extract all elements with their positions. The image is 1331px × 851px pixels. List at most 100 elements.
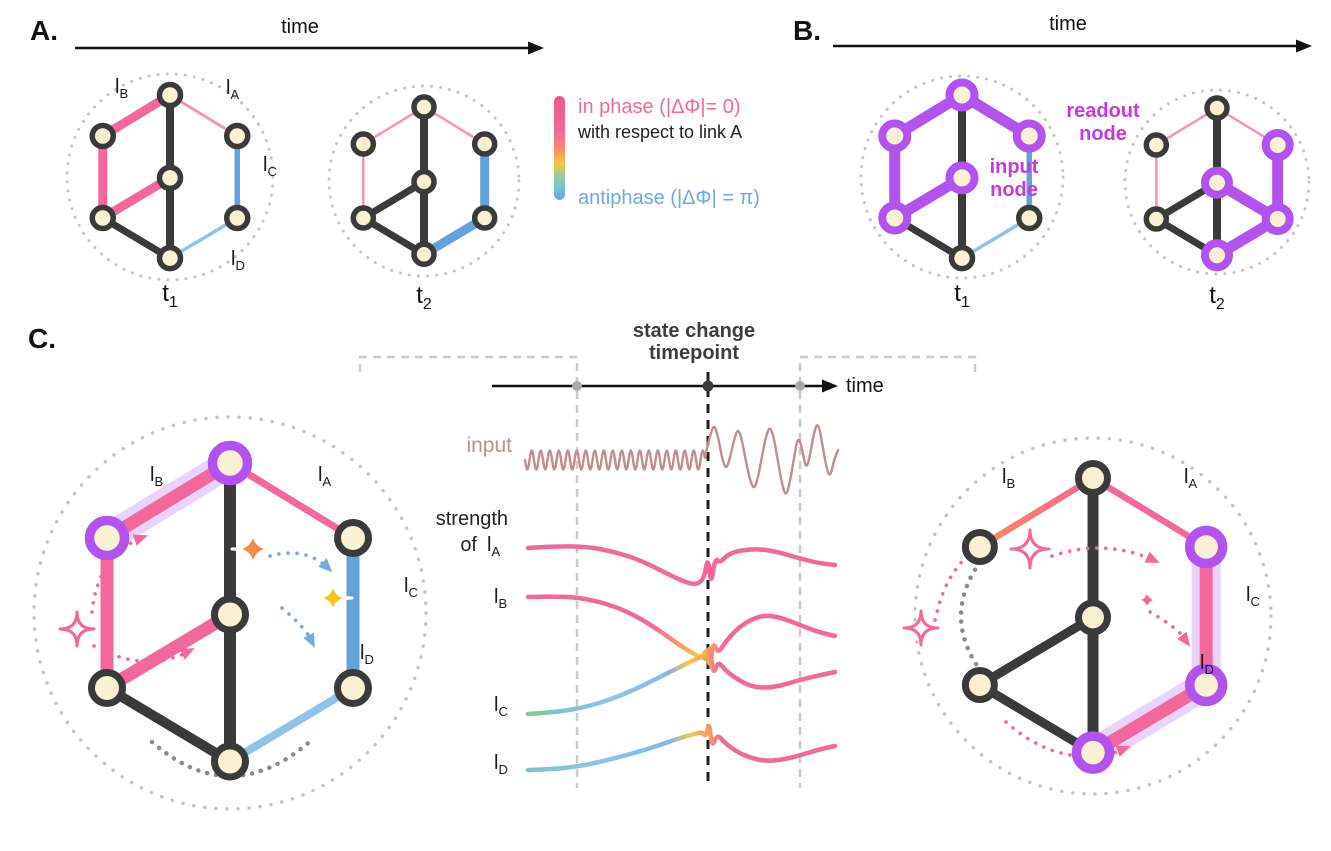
oscillator-node-UR-highlighted xyxy=(1184,525,1228,569)
timeline-dot-left xyxy=(572,381,582,391)
network-a-t2 xyxy=(350,94,498,268)
trace-label-lB: lB xyxy=(494,586,507,611)
trace-label-lA: lA xyxy=(487,534,500,559)
link-label-lD: lD xyxy=(360,642,374,667)
edge-lA xyxy=(1089,474,1210,551)
arrowhead-icon xyxy=(179,648,195,660)
oscillator-node-LL xyxy=(88,669,126,707)
input-node-label-line1: input xyxy=(990,156,1039,178)
oscillator-node-T-highlighted xyxy=(945,78,979,112)
t1-label-b: t1 xyxy=(954,280,970,311)
panel-b: B. time readout node input node t1 t2 xyxy=(793,13,1312,313)
strength-label-line2: of xyxy=(460,534,477,556)
link-label-lD: lD xyxy=(1200,652,1214,677)
oscillator-node-UR xyxy=(334,519,372,557)
network-b-t1 xyxy=(878,78,1046,272)
trace-lD xyxy=(525,723,838,773)
oscillator-node-LR-highlighted xyxy=(1184,663,1228,707)
time-arrowhead-c xyxy=(822,379,838,393)
edge-dgL xyxy=(975,612,1098,690)
link-label-lB: lB xyxy=(150,464,163,489)
arrowhead-icon xyxy=(318,558,333,573)
link-label-lC: lC xyxy=(404,575,418,600)
trace-label-lD: lD xyxy=(494,752,508,777)
link-label-lC: lC xyxy=(263,154,277,179)
trace-lC xyxy=(525,646,838,717)
oscillator-node-LL-highlighted xyxy=(878,201,912,235)
oscillator-node-UL-highlighted xyxy=(84,515,130,561)
edge-lD xyxy=(226,684,357,766)
oscillator-node-UL xyxy=(1143,132,1170,158)
time-label-b: time xyxy=(1049,13,1087,35)
trace-lB xyxy=(525,594,838,666)
dotted-arrow-1 xyxy=(1050,546,1158,563)
oscillator-node-LR xyxy=(471,205,498,231)
input-trace-label: input xyxy=(466,434,512,457)
oscillator-node-C xyxy=(156,164,184,192)
time-label-c: time xyxy=(846,375,884,397)
window-bracket-right xyxy=(798,355,977,788)
panel-a-label: A. xyxy=(30,15,58,46)
sparkle-icon xyxy=(312,577,354,619)
readout-node-label-line2: node xyxy=(1079,123,1127,145)
oscillator-node-C xyxy=(1075,599,1111,636)
sparkle-icon xyxy=(58,610,96,648)
strength-label-line1: strength xyxy=(436,508,508,530)
trace-lA xyxy=(525,544,838,587)
trace-plots xyxy=(523,424,840,773)
oscillator-node-LR-highlighted xyxy=(1261,203,1294,235)
state-change-label-line2: timepoint xyxy=(649,342,739,364)
time-arrowhead-a xyxy=(528,41,544,55)
legend-reference: with respect to link A xyxy=(577,122,742,142)
link-label-lB: lB xyxy=(1002,466,1015,491)
link-label-lC: lC xyxy=(1246,584,1260,609)
sparkle-icon xyxy=(902,609,940,647)
t1-label-a: t1 xyxy=(162,280,178,311)
window-bracket-left xyxy=(358,355,579,788)
edge-dgL xyxy=(100,608,237,695)
arrowhead-icon xyxy=(303,632,315,648)
oscillator-node-C xyxy=(411,168,437,195)
phase-colorbar xyxy=(554,96,565,200)
arrowhead-icon xyxy=(132,534,148,546)
edge-lA xyxy=(226,459,357,542)
phase-legend: in phase (|ΔΦ|= 0) with respect to link … xyxy=(554,96,760,209)
oscillator-node-UL xyxy=(961,529,998,565)
network-c-left: lB lA lC lD xyxy=(58,440,418,781)
oscillator-node-UL-highlighted xyxy=(878,119,912,153)
snapshot-circle-a-t1 xyxy=(65,72,275,282)
edge-lB xyxy=(100,456,237,545)
oscillator-node-UR-highlighted xyxy=(1012,119,1046,153)
oscillator-node-T-highlighted xyxy=(207,440,253,486)
oscillator-node-LL xyxy=(350,205,377,231)
oscillator-node-UL xyxy=(350,131,377,157)
snapshot-circle-c-left xyxy=(32,415,428,811)
oscillator-node-T xyxy=(1075,460,1111,496)
oscillator-node-B xyxy=(156,244,184,272)
oscillator-node-B xyxy=(948,244,976,272)
arrowhead-icon xyxy=(1115,745,1131,757)
snapshot-circle-b-t2 xyxy=(1123,88,1311,276)
link-label-lD: lD xyxy=(231,248,245,273)
state-change-label-line1: state change xyxy=(633,320,755,342)
oscillator-node-LR xyxy=(223,204,251,232)
network-b-t2 xyxy=(1143,95,1294,272)
edge-lB xyxy=(976,474,1097,551)
oscillator-node-C-highlighted xyxy=(1201,166,1233,199)
time-arrowhead-b xyxy=(1296,39,1312,53)
oscillator-node-LL xyxy=(1143,206,1170,232)
sparkle-icon xyxy=(1131,584,1163,616)
input-node-label-line2: node xyxy=(990,179,1038,201)
oscillator-node-LL xyxy=(961,667,998,703)
t2-label-a: t2 xyxy=(416,282,432,313)
panel-c-label: C. xyxy=(28,323,56,354)
panel-c: C. state change timepoint time input str… xyxy=(28,320,1273,811)
t2-label-b: t2 xyxy=(1209,282,1225,313)
oscillator-node-UL xyxy=(89,122,117,150)
oscillator-node-T xyxy=(1204,95,1230,121)
sparkle-icon xyxy=(230,526,276,572)
dotted-arrow-1 xyxy=(92,644,192,664)
oscillator-node-B xyxy=(211,742,249,781)
